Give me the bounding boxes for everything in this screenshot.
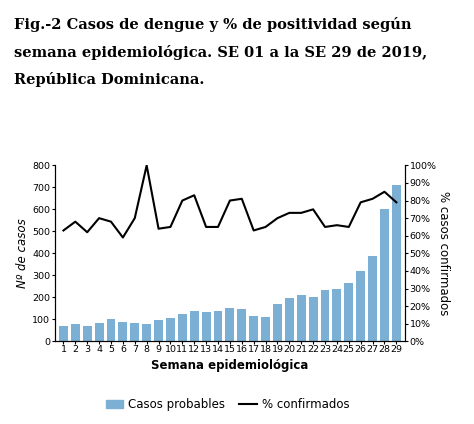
Bar (59, 326, 68, 341)
Bar (261, 317, 270, 341)
Y-axis label: % casos confirmados: % casos confirmados (438, 191, 450, 315)
Bar (249, 316, 258, 341)
Bar (392, 185, 401, 341)
Bar (166, 318, 175, 341)
Bar (356, 271, 365, 341)
Bar (71, 324, 80, 341)
Bar (107, 319, 116, 341)
Bar (142, 324, 151, 341)
Bar (201, 312, 210, 341)
Bar (285, 298, 294, 341)
Text: Fig.-2 Casos de dengue y % de positividad según: Fig.-2 Casos de dengue y % de positivida… (14, 17, 412, 32)
Bar (130, 323, 139, 341)
Bar (95, 323, 103, 341)
Bar (297, 295, 306, 341)
Bar (380, 209, 389, 341)
Bar (237, 309, 246, 341)
Y-axis label: Nº de casos: Nº de casos (17, 218, 29, 288)
Bar (368, 256, 377, 341)
Text: semana epidemiológica. SE 01 a la SE 29 de 2019,: semana epidemiológica. SE 01 a la SE 29 … (14, 45, 428, 59)
Bar (154, 321, 163, 341)
Bar (118, 322, 128, 341)
X-axis label: Semana epidemiológica: Semana epidemiológica (151, 359, 309, 372)
Bar (190, 310, 199, 341)
Bar (214, 310, 222, 341)
Bar (83, 326, 91, 341)
Bar (178, 315, 187, 341)
Bar (320, 290, 329, 341)
Bar (226, 308, 234, 341)
Bar (273, 304, 282, 341)
Bar (344, 283, 353, 341)
Legend: Casos probables, % confirmados: Casos probables, % confirmados (101, 393, 354, 416)
Bar (332, 289, 341, 341)
Text: República Dominicana.: República Dominicana. (14, 72, 205, 87)
Bar (309, 297, 318, 341)
